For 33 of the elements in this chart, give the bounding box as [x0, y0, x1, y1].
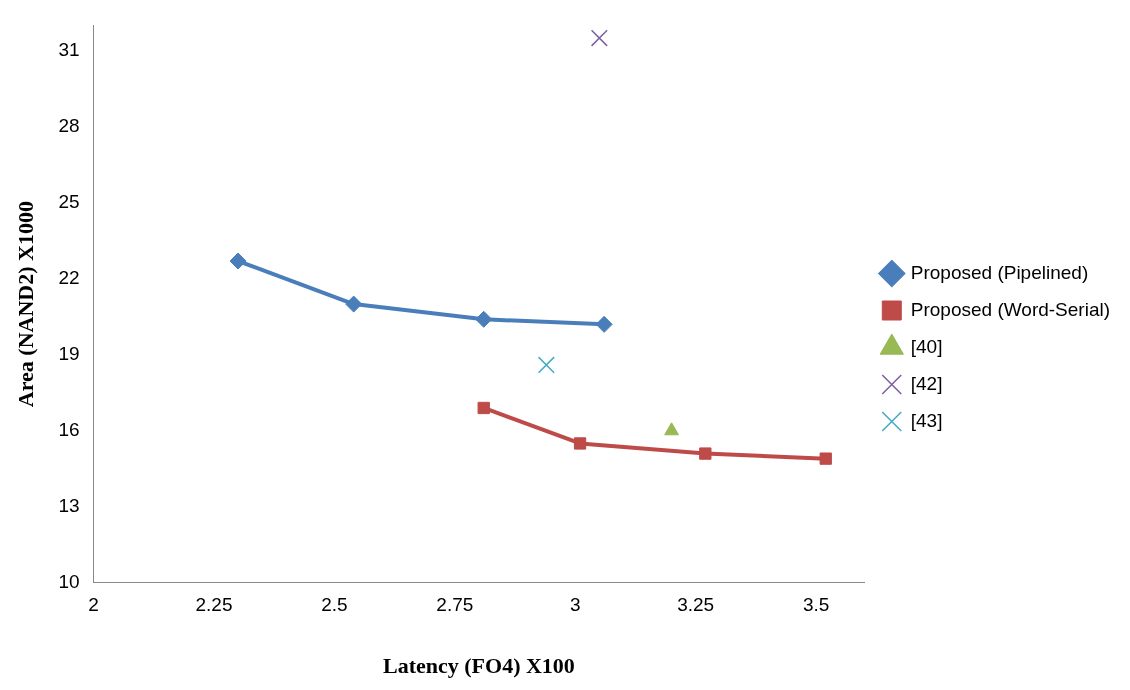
point — [345, 295, 363, 313]
y-tick-label: 13 — [58, 495, 80, 517]
point — [229, 252, 247, 270]
x-tick-label: 2.75 — [436, 594, 474, 616]
x-tick-label: 2 — [88, 594, 99, 616]
y-tick-label: 31 — [58, 38, 80, 60]
y-axis-title: Area (NAND2) X1000 — [12, 201, 38, 408]
x-axis-title: Latency (FO4) X100 — [382, 653, 575, 679]
point — [537, 356, 555, 374]
y-tick-label: 10 — [58, 571, 80, 593]
point — [590, 29, 608, 47]
y-tick-label: 16 — [58, 419, 80, 441]
legend-label: [40] — [910, 335, 943, 357]
point — [664, 422, 680, 436]
y-tick-label: 19 — [58, 343, 80, 365]
legend-label: [43] — [910, 409, 943, 431]
y-tick-label: 28 — [58, 114, 80, 136]
x-tick-label: 3 — [569, 594, 581, 616]
x-tick-label: 3.5 — [802, 594, 830, 616]
x-tick-label: 2.25 — [195, 594, 233, 616]
legend-label: [42] — [910, 372, 943, 394]
x-tick-label: 2.5 — [321, 594, 348, 616]
point — [595, 315, 613, 333]
y-tick-label: 25 — [58, 190, 80, 212]
y-tick-label: 22 — [58, 267, 80, 288]
legend-label: Proposed (Pipelined) — [910, 261, 1089, 283]
point — [573, 437, 587, 450]
point — [819, 452, 832, 465]
point — [477, 401, 490, 415]
x-tick-label: 3.25 — [677, 594, 715, 616]
point — [475, 310, 493, 328]
point — [699, 447, 712, 460]
legend-label: Proposed (Word-Serial) — [910, 298, 1111, 320]
